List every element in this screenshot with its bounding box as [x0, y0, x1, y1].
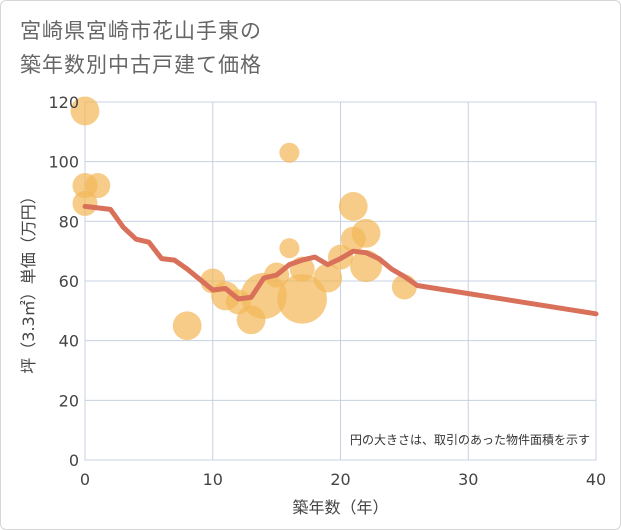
bubble-point [313, 263, 343, 293]
x-axis-title: 築年数（年） [292, 498, 388, 517]
trend-line [82, 203, 599, 317]
bubble-point [279, 142, 300, 163]
x-tick-label: 10 [203, 470, 223, 489]
chart-annotation: 円の大きさは、取引のあった物件面積を示す [350, 432, 590, 447]
bubble-point [338, 192, 368, 221]
bubble-point [279, 238, 300, 259]
grid [84, 101, 597, 461]
y-tick-label: 100 [48, 153, 79, 172]
y-tick-label: 120 [48, 93, 79, 112]
bubble-point [172, 311, 202, 341]
x-tick-label: 0 [80, 470, 90, 489]
bubble-point [85, 173, 111, 199]
chart-title-line1: 宮崎県宮崎市花山手東の [20, 19, 262, 43]
x-tick-label: 30 [458, 470, 478, 489]
x-tick-label: 20 [330, 470, 350, 489]
y-axis-title: 坪（3.3㎡）単価（万円） [19, 188, 38, 373]
chart-title-line2: 築年数別中古戸建て価格 [20, 53, 262, 77]
y-tick-label: 20 [59, 391, 79, 410]
bubble-point [72, 190, 98, 216]
y-tick-label: 60 [59, 272, 79, 291]
chart-title: 宮崎県宮崎市花山手東の 築年数別中古戸建て価格 [20, 14, 262, 82]
y-tick-label: 40 [59, 332, 79, 351]
bubble-point [351, 218, 381, 248]
y-tick-label: 0 [69, 451, 79, 470]
bubble-point [277, 274, 327, 324]
bubble-point [70, 96, 100, 126]
ticks: 0 20 40 60 80 100 120 0 10 20 30 40 [48, 93, 606, 489]
x-tick-label: 40 [586, 470, 606, 489]
y-tick-label: 80 [59, 212, 79, 231]
trend-line-group [82, 203, 599, 317]
bubbles [70, 96, 417, 341]
